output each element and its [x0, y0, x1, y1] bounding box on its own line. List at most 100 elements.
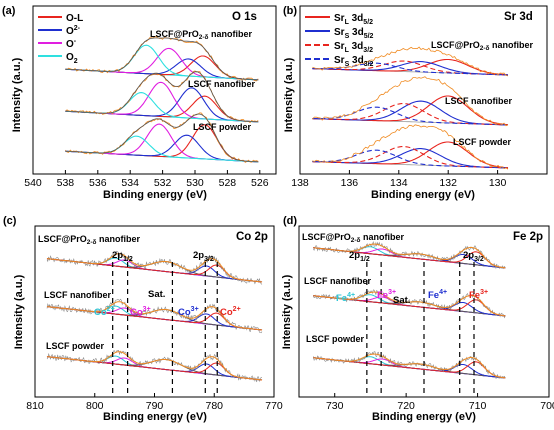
panel-a-curves	[65, 36, 259, 163]
panel-d-sample-1: LSCF@PrO2-δ nanofiber	[302, 232, 405, 244]
panel-d-fe4plus-left: Fe4+	[336, 292, 355, 304]
panel-c-s1-fit	[46, 301, 263, 331]
panel-c-co2plus-right: Co2+	[220, 306, 241, 318]
panel-d-tick-label-2: 710	[469, 400, 487, 412]
panel-d-tick-label-0: 730	[326, 400, 344, 412]
panel-a-s2-fit	[65, 113, 259, 163]
legend-label-o2minus: O2-	[66, 25, 81, 37]
panel-d-2p32-label: 2p3/2	[463, 250, 484, 263]
panel-d-fe2p: 730 720 710 700 (d) Fe 2p LSCF@PrO2-δ nanof…	[281, 215, 554, 423]
panel-b-sr3d: 138 136 134 132 130 (b) Sr 3d SrL 3d5/2 SrS …	[283, 5, 548, 201]
panel-b-sample-1: LSCF@PrO2-δ nanofiber	[431, 40, 534, 52]
legend-label-srl52: SrL 3d5/2	[334, 13, 373, 26]
panel-d-tick-label-1: 720	[397, 400, 415, 412]
panel-a-tick-label-6: 528	[219, 177, 237, 189]
panel-c-co2plus-left: Co2+	[94, 306, 115, 318]
panel-d-letter: (d)	[283, 215, 297, 227]
panel-a-s2-peak-3	[65, 135, 259, 163]
panel-b-tick-label-3: 132	[439, 177, 457, 189]
panel-a-xlabel: Binding energy (eV)	[103, 189, 207, 201]
panel-d-curves	[313, 241, 506, 380]
panel-c-tick-label-1: 800	[86, 400, 104, 412]
panel-d-s0-raw	[313, 241, 506, 270]
panel-b-sample-2: LSCF nanofiber	[445, 96, 512, 106]
panel-b-tick-label-0: 138	[291, 177, 309, 189]
panel-d-sat-label: Sat.	[393, 295, 410, 306]
panel-a-letter: (a)	[2, 5, 16, 17]
panel-a-s0-fit	[65, 37, 259, 81]
panel-c-tick-label-2: 790	[146, 400, 164, 412]
panel-b-s1-peak-2	[312, 102, 508, 126]
panel-a-tick-label-7: 526	[251, 177, 269, 189]
panel-b-s2-raw	[312, 124, 509, 170]
legend-label-o2: O2	[66, 52, 78, 65]
panel-d-fe4plus-right: Fe4+	[428, 289, 447, 301]
panel-d-sample-2: LSCF nanofiber	[304, 276, 371, 286]
panel-a-s1-fit	[65, 71, 259, 123]
panel-a-title: O 1s	[232, 11, 257, 23]
panel-a-o1s: 540 538 536 534 532 530 528 526 (a) O 1s O-L O2…	[2, 5, 277, 201]
panel-c-co3plus-right: Co3+	[178, 306, 199, 318]
panel-c-2p32-label: 2p3/2	[193, 250, 214, 263]
panel-d-s2-fit	[313, 353, 506, 379]
panel-b-curves	[312, 46, 509, 170]
panel-d-xlabel: Binding energy (eV)	[372, 411, 476, 423]
panel-d-ylabel: Intensity (a.u.)	[281, 274, 293, 349]
panel-c-2p12-label: 2p1/2	[112, 250, 133, 263]
panel-b-sample-3: LSCF powder	[453, 137, 511, 147]
panel-b-s1-raw	[312, 76, 509, 127]
panel-a-legend: O-L O2- O- O2	[38, 13, 83, 65]
panel-d-frame	[298, 225, 550, 398]
panel-d-s1-fit	[313, 291, 506, 317]
panel-a-tick-label-4: 532	[154, 177, 172, 189]
panel-a-tick-label-5: 530	[186, 177, 204, 189]
panel-d-tick-label-3: 700	[540, 400, 554, 412]
panel-c-letter: (c)	[3, 215, 17, 227]
panel-a-tick-label-2: 536	[89, 177, 107, 189]
legend-label-ol: O-L	[66, 13, 83, 24]
panel-c-s0-fit	[46, 253, 263, 283]
panel-c-co2p: 810 800 790 780 770 (c) Co 2p LSCF@PrO2-δ na…	[3, 215, 283, 423]
panel-c-ticks: 810 800 790 780 770	[26, 393, 283, 412]
panel-c-s1-raw	[46, 298, 263, 334]
panel-b-tick-label-1: 136	[341, 177, 359, 189]
panel-b-tick-label-2: 134	[390, 177, 408, 189]
legend-label-srs52: SrS 3d5/2	[334, 27, 374, 40]
panel-b-s0-raw	[312, 46, 509, 77]
panel-c-tick-label-4: 770	[265, 400, 283, 412]
panel-c-title: Co 2p	[236, 231, 268, 243]
panel-b-s0-peak-2	[312, 60, 508, 76]
panel-b-xlabel: Binding energy (eV)	[371, 189, 475, 201]
panel-a-sample-1: LSCF@PrO2-δ nanofiber	[150, 29, 253, 41]
panel-c-ylabel: Intensity (a.u.)	[13, 274, 25, 349]
panel-a-s2-peak-1	[65, 134, 259, 163]
panel-c-sample-2: LSCF nanofiber	[44, 290, 111, 300]
panel-d-fe3plus-right: Fe3+	[469, 289, 488, 301]
panel-c-s2-raw	[46, 349, 263, 383]
panel-b-tick-label-4: 130	[489, 177, 507, 189]
panel-c-reference-lines	[112, 262, 218, 397]
panel-d-s0-fit	[313, 243, 506, 269]
panel-d-ticks: 730 720 710 700	[326, 393, 554, 412]
panel-b-legend: SrL 3d5/2 SrS 3d5/2 SrL 3d3/2 SrS 3d3/2	[305, 13, 374, 68]
panel-d-title: Fe 2p	[513, 231, 543, 243]
panel-d-sample-3: LSCF powder	[306, 334, 364, 344]
panel-c-s0-raw	[46, 250, 263, 285]
panel-c-s2-fit	[46, 351, 263, 381]
panel-a-tick-label-1: 538	[57, 177, 75, 189]
legend-label-srl32: SrL 3d3/2	[334, 41, 373, 54]
panel-a-ticks: 540 538 536 534 532 530 528 526	[24, 170, 269, 189]
panel-c-xlabel: Binding energy (eV)	[103, 411, 207, 423]
panel-b-letter: (b)	[283, 5, 297, 17]
legend-label-srs32: SrS 3d3/2	[334, 55, 374, 68]
panel-c-sample-1: LSCF@PrO2-δ nanofiber	[38, 234, 141, 246]
panel-c-sample-3: LSCF powder	[46, 341, 104, 351]
panel-b-frame	[299, 5, 548, 175]
panel-a-sample-2: LSCF nanofiber	[188, 79, 255, 89]
panel-a-s1-peak-0	[65, 95, 259, 123]
legend-label-ominus: O-	[66, 38, 77, 50]
panel-d-2p12-label: 2p1/2	[349, 250, 370, 263]
panel-a-frame	[32, 5, 277, 175]
panel-c-sat-label: Sat.	[148, 289, 165, 300]
